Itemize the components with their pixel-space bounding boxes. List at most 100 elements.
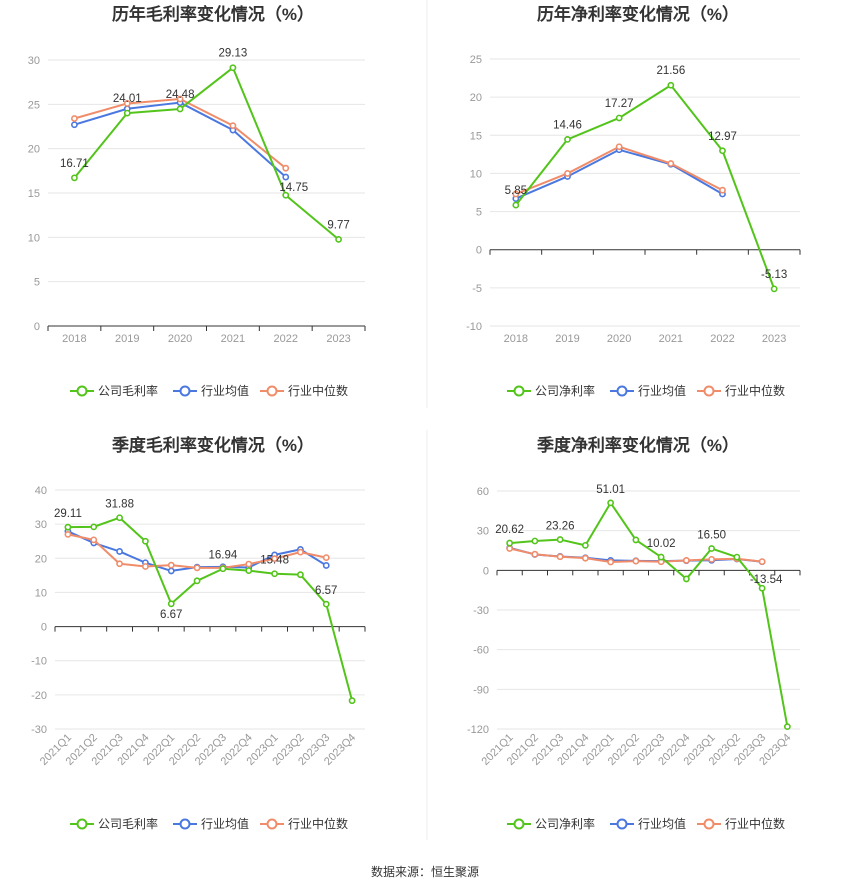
data-point-company[interactable] (176, 105, 184, 113)
legend-item-industry_avg[interactable]: 行业均值 (173, 383, 249, 398)
y-tick-label: -10 (466, 321, 482, 333)
data-point-company[interactable] (167, 600, 175, 608)
data-point-company[interactable] (335, 235, 342, 243)
data-point-company[interactable] (193, 577, 201, 585)
legend-item-company[interactable]: 公司毛利率 (70, 383, 158, 398)
data-point-industry_median[interactable] (506, 545, 514, 552)
y-tick-label: -60 (473, 645, 489, 657)
data-point-company[interactable] (657, 553, 665, 561)
legend-item-industry_median[interactable]: 行业中位数 (260, 383, 348, 398)
data-point-industry_median[interactable] (245, 560, 253, 568)
data-point-company[interactable] (708, 545, 716, 552)
data-point-industry_avg[interactable] (322, 562, 330, 569)
legend-marker-icon (179, 385, 191, 397)
data-point-industry_avg[interactable] (167, 567, 175, 575)
data-point-company[interactable] (512, 201, 520, 209)
data-point-industry_median[interactable] (193, 564, 201, 572)
data-point-company[interactable] (607, 499, 615, 507)
data-point-company[interactable] (219, 565, 227, 573)
data-point-industry_median[interactable] (564, 170, 571, 177)
data-point-industry_median[interactable] (116, 560, 123, 568)
data-point-industry_median[interactable] (90, 536, 98, 544)
data-point-industry_median[interactable] (297, 548, 304, 556)
data-point-company[interactable] (733, 553, 741, 561)
data-point-company[interactable] (783, 723, 791, 731)
data-point-industry_median[interactable] (271, 555, 278, 563)
data-point-company[interactable] (123, 109, 131, 117)
series-line-industry_median (515, 145, 723, 195)
data-point-company[interactable] (719, 147, 726, 155)
data-point-company[interactable] (282, 191, 290, 199)
data-point-company[interactable] (90, 523, 98, 531)
legend-marker-icon (76, 385, 88, 397)
legend-marker-icon (616, 818, 628, 830)
legend-item-industry_avg[interactable]: 行业均值 (173, 816, 249, 831)
legend-item-industry_median[interactable]: 行业中位数 (697, 816, 785, 831)
data-point-industry_median[interactable] (758, 558, 766, 566)
data-point-company[interactable] (506, 539, 514, 547)
data-point-company[interactable] (615, 114, 623, 122)
data-point-industry_median[interactable] (123, 100, 131, 107)
chart-1: 历年毛利率变化情况（%） 0 5 10 15 20 25 30 2018 2019 2020 2021… (28, 4, 366, 398)
series-company (64, 514, 356, 705)
legend-item-industry_median[interactable]: 行业中位数 (697, 383, 785, 398)
legend-item-industry_avg[interactable]: 行业均值 (610, 816, 686, 831)
data-point-company[interactable] (71, 174, 78, 182)
data-point-industry_median[interactable] (556, 553, 564, 561)
y-tick-label: 0 (483, 565, 489, 577)
data-point-company[interactable] (116, 514, 123, 522)
data-point-company[interactable] (271, 570, 278, 578)
data-point-company[interactable] (348, 697, 356, 705)
data-point-company[interactable] (581, 541, 589, 549)
data-point-industry_median[interactable] (512, 190, 520, 198)
data-point-industry_median[interactable] (719, 186, 726, 194)
legend-item-company[interactable]: 公司净利率 (507, 383, 595, 398)
data-point-industry_median[interactable] (682, 557, 690, 564)
data-point-industry_median[interactable] (229, 122, 237, 130)
data-point-company[interactable] (322, 600, 330, 608)
data-label: 12.97 (708, 131, 737, 143)
legend-marker-icon (703, 818, 715, 830)
legend-item-industry_median[interactable]: 行业中位数 (260, 816, 348, 831)
data-point-company[interactable] (667, 81, 675, 89)
data-point-company[interactable] (556, 536, 564, 543)
data-point-industry_median[interactable] (64, 530, 72, 538)
data-point-industry_median[interactable] (615, 143, 623, 151)
legend-item-company[interactable]: 公司净利率 (507, 816, 595, 831)
data-point-company[interactable] (245, 567, 253, 574)
data-label: 6.57 (315, 585, 337, 597)
series-industry_median (64, 530, 330, 572)
data-point-industry_avg[interactable] (71, 121, 78, 129)
data-point-industry_median[interactable] (282, 164, 290, 172)
data-point-industry_avg[interactable] (282, 173, 290, 181)
data-point-company[interactable] (531, 537, 539, 545)
data-point-industry_median[interactable] (667, 160, 675, 167)
legend-label: 行业中位数 (725, 383, 785, 398)
data-point-company[interactable] (564, 136, 571, 143)
data-point-company[interactable] (682, 575, 690, 583)
y-tick-label: 30 (28, 55, 40, 67)
legend-marker-icon (266, 385, 278, 397)
data-point-company[interactable] (229, 64, 237, 72)
data-point-industry_median[interactable] (176, 95, 184, 103)
legend-label: 行业中位数 (288, 383, 348, 398)
data-point-industry_median[interactable] (71, 115, 78, 122)
data-point-industry_avg[interactable] (116, 548, 123, 555)
data-point-industry_median[interactable] (708, 555, 716, 563)
data-point-company[interactable] (758, 584, 766, 592)
data-point-industry_median[interactable] (142, 563, 149, 570)
data-point-industry_median[interactable] (322, 554, 330, 562)
legend-item-industry_avg[interactable]: 行业均值 (610, 383, 686, 398)
data-point-industry_median[interactable] (632, 557, 640, 565)
data-point-company[interactable] (632, 536, 640, 544)
data-point-industry_median[interactable] (531, 550, 539, 558)
data-point-company[interactable] (297, 571, 304, 579)
x-tick-label: 2020 (168, 333, 192, 345)
data-point-company[interactable] (770, 285, 778, 293)
data-point-company[interactable] (142, 537, 149, 545)
data-point-industry_median[interactable] (607, 558, 615, 566)
legend-item-company[interactable]: 公司毛利率 (70, 816, 158, 831)
data-point-industry_median[interactable] (581, 554, 589, 562)
data-point-industry_median[interactable] (167, 561, 175, 569)
data-point-company[interactable] (64, 523, 72, 531)
